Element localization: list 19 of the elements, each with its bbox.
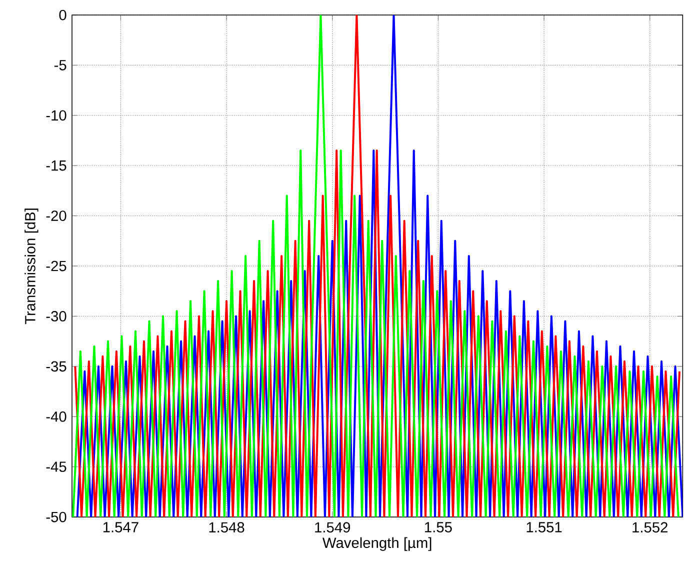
x-tick-label: 1.547 [103, 522, 138, 532]
x-axis-title: Wavelength [µm] [322, 537, 432, 551]
y-tick-label: -30 [46, 311, 66, 322]
y-tick-label: -45 [46, 462, 66, 472]
x-tick-label: 1.55 [425, 522, 452, 532]
y-tick-label: -5 [54, 60, 66, 70]
y-tick-label: -50 [46, 512, 66, 522]
y-tick-label: -35 [46, 361, 66, 372]
x-tick-label: 1.552 [632, 522, 668, 533]
y-tick-label: -10 [46, 110, 66, 121]
y-tick-label: -25 [46, 260, 66, 272]
x-tick-label: 1.551 [526, 522, 562, 532]
x-tick-label: 1.549 [315, 522, 350, 533]
x-tick-label: 1.548 [209, 522, 244, 533]
y-tick-label: 0 [59, 10, 66, 20]
y-tick-label: -15 [46, 160, 66, 171]
y-tick-label: -20 [46, 210, 66, 221]
y-tick-label: -40 [46, 411, 66, 422]
y-axis-title: Transmission [dB] [24, 208, 38, 324]
